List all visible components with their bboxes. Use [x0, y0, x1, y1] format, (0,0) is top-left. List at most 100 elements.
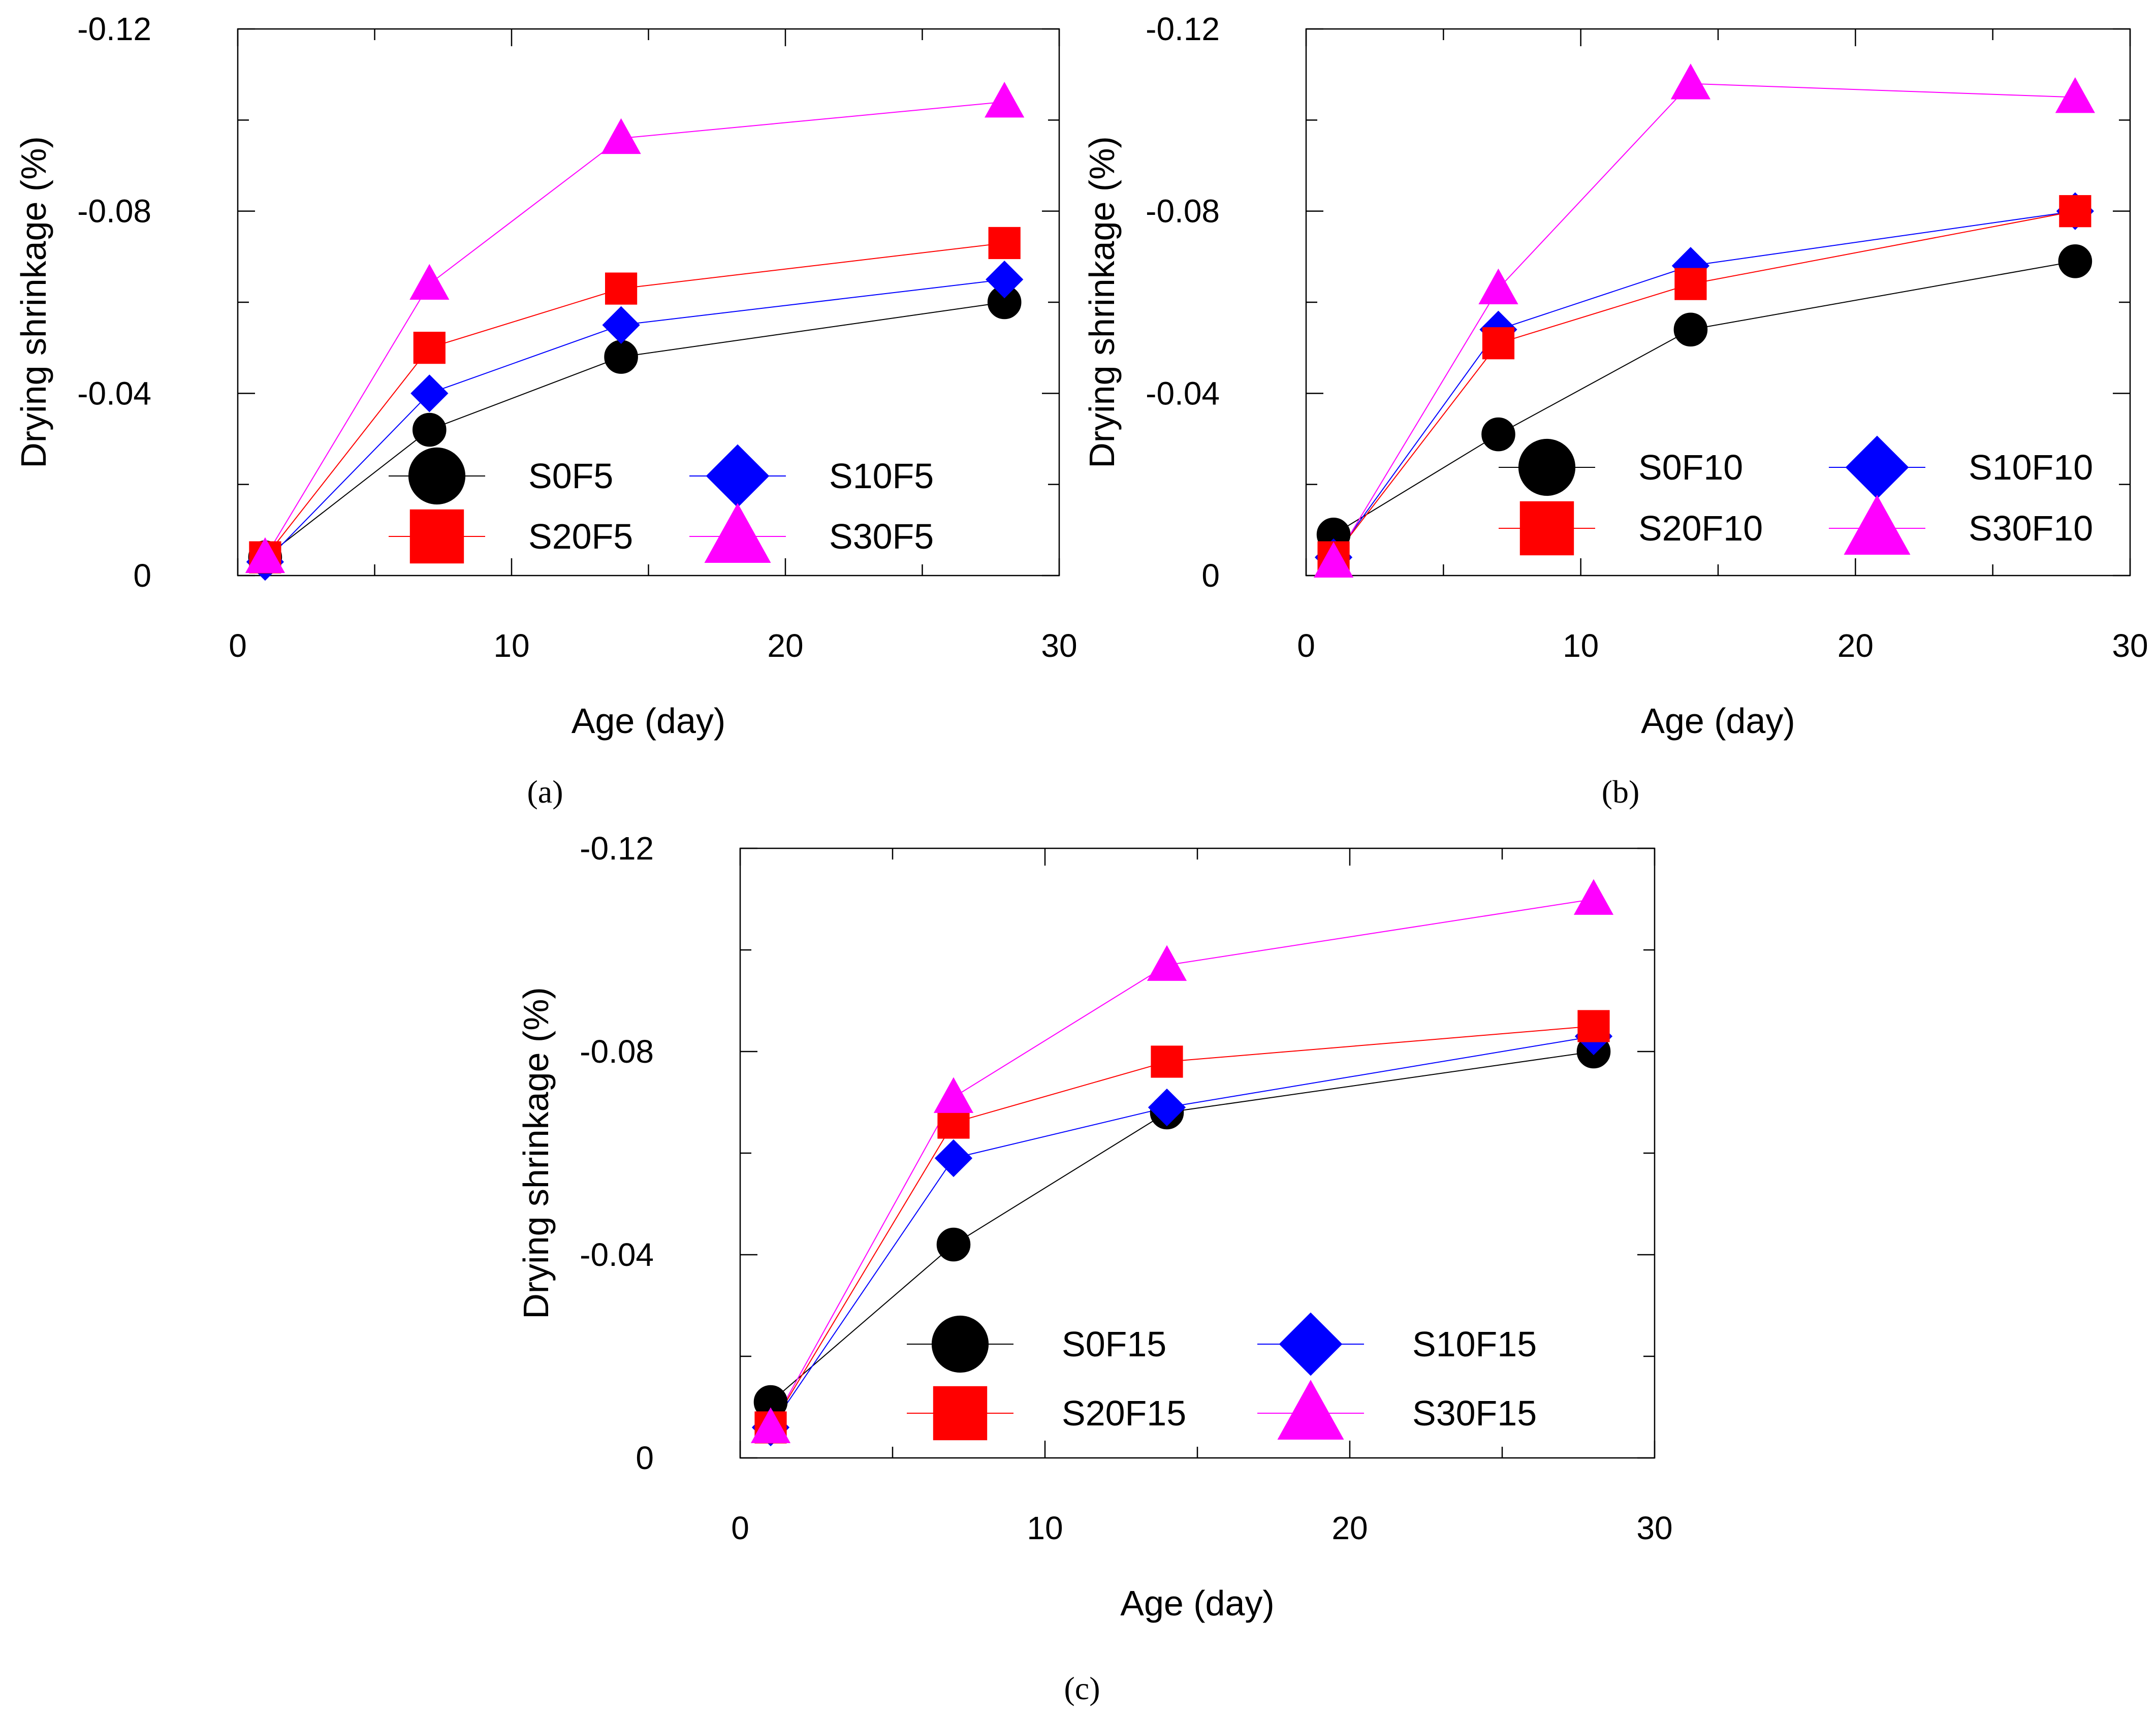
- data-point-s20f5: [605, 272, 638, 305]
- legend: S0F5 S20F5 S10F5 S30F5: [389, 444, 934, 564]
- y-tick-label: -0.08: [77, 193, 151, 230]
- plot-frame: [739, 847, 1656, 1459]
- diamond-legend-marker: [706, 444, 770, 508]
- x-tick-label: 30: [1041, 627, 1077, 664]
- legend-label: S10F10: [1969, 448, 2093, 487]
- data-point-s20f5: [988, 227, 1021, 260]
- chart-panel-c: 0 -0.04 -0.08 -0.12 0 10 20 30 Age (day) Drying s…: [516, 830, 1673, 1706]
- data-point-s0f5: [413, 412, 447, 447]
- y-tick-label: -0.04: [77, 375, 151, 411]
- data-point-s30f5: [245, 537, 285, 574]
- triangle-legend-marker: [704, 503, 771, 563]
- data-point-s0f5: [604, 340, 638, 374]
- circle-legend-marker: [931, 1315, 989, 1373]
- data-point-s20f10: [2059, 195, 2091, 228]
- series-line-s20f10: [1333, 210, 2076, 558]
- diamond-legend-marker: [1845, 435, 1909, 499]
- x-axis-title: Age (day): [1641, 701, 1795, 741]
- y-axis-title: Drying shrinkage (%): [14, 136, 53, 468]
- x-tick-label: 10: [1563, 627, 1599, 664]
- diamond-legend-marker: [1279, 1312, 1343, 1376]
- legend-label: S10F5: [829, 456, 934, 496]
- legend-label: S20F5: [528, 517, 633, 556]
- data-point-s20f15: [1151, 1045, 1183, 1078]
- legend-label: S30F10: [1969, 508, 2093, 548]
- chart-panel-b: 0 -0.04 -0.08 -0.12 0 10 20 30 Age (day) Drying s…: [1082, 11, 2148, 810]
- y-tick-label: 0: [636, 1440, 654, 1476]
- chart-panel-a: 0 -0.04 -0.08 -0.12 0 10 20 30 Age (day) Drying s…: [14, 11, 1077, 810]
- plot-frame: [237, 28, 1060, 577]
- y-tick-label: 0: [133, 557, 151, 594]
- y-tick-label: -0.12: [77, 11, 151, 47]
- data-point-s0f10: [1673, 312, 1708, 347]
- x-tick-label: 0: [1297, 627, 1315, 664]
- data-point-s30f10: [1478, 268, 1518, 305]
- legend-label: S10F15: [1412, 1324, 1537, 1364]
- data-point-s30f15: [750, 1407, 791, 1443]
- series-line-s10f5: [265, 279, 1005, 562]
- legend-label: S0F5: [528, 456, 613, 496]
- data-point-s20f10: [1482, 327, 1515, 360]
- legend-label: S20F15: [1062, 1393, 1186, 1433]
- series-line-s30f10: [1333, 83, 2075, 562]
- series-line-s10f10: [1333, 210, 2076, 558]
- series-line-s20f5: [265, 242, 1005, 558]
- square-legend-marker: [933, 1386, 988, 1441]
- data-point-s30f10: [2055, 77, 2095, 113]
- data-point-s30f10: [1670, 63, 1711, 100]
- data-point-s30f5: [985, 82, 1025, 118]
- series-line-s0f15: [770, 1051, 1594, 1403]
- series-line-s10f15: [770, 1036, 1594, 1428]
- data-point-s30f15: [1573, 879, 1614, 915]
- circle-legend-marker: [408, 447, 466, 505]
- series-line-s20f15: [770, 1026, 1594, 1428]
- square-legend-marker: [409, 509, 464, 564]
- y-axis-title: Drying shrinkage (%): [516, 987, 556, 1319]
- y-axis-title: Drying shrinkage (%): [1082, 136, 1122, 468]
- x-tick-label: 10: [493, 627, 529, 664]
- data-point-s20f15: [1577, 1010, 1610, 1042]
- x-tick-label: 20: [1331, 1510, 1368, 1546]
- data-point-s30f15: [933, 1077, 974, 1113]
- x-axis-title: Age (day): [1120, 1583, 1274, 1623]
- legend-label: S0F15: [1062, 1324, 1166, 1364]
- x-tick-label: 10: [1027, 1510, 1063, 1546]
- legend-label: S30F5: [829, 517, 934, 556]
- x-tick-label: 30: [1636, 1510, 1672, 1546]
- y-tick-label: 0: [1201, 557, 1220, 594]
- data-point-s0f10: [2058, 244, 2092, 278]
- x-tick-label: 0: [229, 627, 247, 664]
- data-point-s30f5: [409, 264, 450, 300]
- x-tick-label: 30: [2112, 627, 2148, 664]
- legend-label: S30F15: [1412, 1393, 1537, 1433]
- data-point-s10f5: [602, 306, 640, 344]
- data-point-s10f15: [1148, 1088, 1186, 1127]
- y-tick-label: -0.12: [580, 830, 654, 867]
- legend-label: S20F10: [1638, 508, 1763, 548]
- series-line-s30f5: [265, 101, 1005, 558]
- triangle-legend-marker: [1277, 1380, 1344, 1440]
- plot-frame: [1305, 28, 2131, 577]
- x-axis-title: Age (day): [572, 701, 725, 741]
- data-point-s30f5: [601, 118, 641, 154]
- data-point-s0f10: [1481, 417, 1515, 452]
- panel-caption: (c): [1064, 1670, 1100, 1706]
- panel-caption: (b): [1602, 774, 1640, 810]
- y-tick-label: -0.04: [580, 1236, 654, 1273]
- y-tick-label: -0.08: [580, 1033, 654, 1070]
- x-tick-label: 20: [767, 627, 803, 664]
- series-line-s0f5: [265, 302, 1005, 558]
- series-line-s0f10: [1333, 261, 2076, 535]
- y-tick-label: -0.04: [1146, 375, 1220, 411]
- series-line-s30f15: [770, 899, 1594, 1428]
- data-point-s20f5: [413, 332, 446, 364]
- circle-legend-marker: [1518, 438, 1576, 496]
- data-point-s30f10: [1313, 542, 1354, 578]
- data-point-s30f15: [1147, 945, 1187, 981]
- data-point-s20f10: [1674, 268, 1707, 300]
- legend: S0F15 S20F15 S10F15 S30F15: [907, 1312, 1537, 1441]
- y-tick-label: -0.12: [1146, 11, 1220, 47]
- data-point-s0f15: [936, 1227, 971, 1262]
- panel-caption: (a): [527, 774, 563, 810]
